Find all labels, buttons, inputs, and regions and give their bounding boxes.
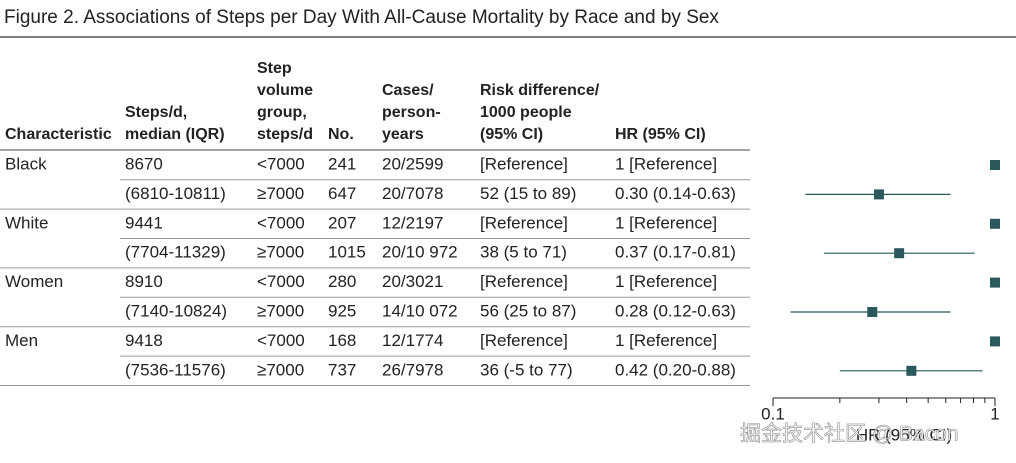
cell-no: 1015 bbox=[328, 243, 366, 262]
hr-marker bbox=[990, 218, 1000, 229]
column-header: (95% CI) bbox=[480, 126, 543, 143]
cell-risk: [Reference] bbox=[480, 154, 568, 173]
steps-iqr: (7536-11576) bbox=[125, 360, 226, 379]
cell-cases: 20/2599 bbox=[382, 154, 443, 173]
cell-no: 737 bbox=[328, 360, 356, 379]
cell-risk: 38 (5 to 71) bbox=[480, 243, 567, 262]
column-header: Characteristic bbox=[5, 126, 112, 143]
cell-risk: 52 (15 to 89) bbox=[480, 184, 576, 203]
steps-median: 8670 bbox=[125, 154, 163, 173]
column-header: No. bbox=[328, 126, 354, 143]
cell-group: ≥7000 bbox=[257, 301, 304, 320]
characteristic: White bbox=[5, 213, 48, 232]
cell-cases: 20/7078 bbox=[382, 184, 443, 203]
watermark: 掘金技术社区 @ Bacon bbox=[740, 423, 959, 446]
cell-hr: 0.28 (0.12-0.63) bbox=[615, 301, 736, 320]
hr-marker bbox=[990, 336, 1000, 347]
cell-cases: 26/7978 bbox=[382, 360, 443, 379]
cell-hr: 1 [Reference] bbox=[615, 272, 717, 291]
column-header: group, bbox=[257, 104, 307, 121]
cell-group: ≥7000 bbox=[257, 184, 304, 203]
column-header: steps/d bbox=[257, 126, 313, 143]
column-header: years bbox=[382, 126, 424, 143]
cell-risk: [Reference] bbox=[480, 331, 568, 350]
cell-group: <7000 bbox=[257, 213, 305, 232]
cell-hr: 0.37 (0.17-0.81) bbox=[615, 243, 736, 262]
steps-iqr: (6810-10811) bbox=[125, 184, 226, 203]
cell-cases: 12/1774 bbox=[382, 331, 443, 350]
cell-no: 168 bbox=[328, 331, 356, 350]
cell-group: <7000 bbox=[257, 154, 305, 173]
cell-risk: 36 (-5 to 77) bbox=[480, 360, 573, 379]
cell-hr: 1 [Reference] bbox=[615, 154, 717, 173]
cell-hr: 1 [Reference] bbox=[615, 213, 717, 232]
cell-group: <7000 bbox=[257, 272, 305, 291]
column-header: person- bbox=[382, 104, 441, 121]
column-header: Risk difference/ bbox=[480, 82, 600, 99]
steps-median: 8910 bbox=[125, 272, 163, 291]
column-header: 1000 people bbox=[480, 104, 572, 121]
column-header: median (IQR) bbox=[125, 126, 225, 143]
column-header: volume bbox=[257, 82, 313, 99]
x-tick-label: 0.1 bbox=[761, 404, 785, 423]
column-header: HR (95% CI) bbox=[615, 126, 706, 143]
cell-group: <7000 bbox=[257, 331, 305, 350]
steps-median: 9418 bbox=[125, 331, 163, 350]
cell-cases: 12/2197 bbox=[382, 213, 443, 232]
hr-marker bbox=[867, 307, 878, 317]
cell-risk: [Reference] bbox=[480, 272, 568, 291]
column-header: Step bbox=[257, 60, 292, 77]
cell-hr: 0.42 (0.20-0.88) bbox=[615, 360, 736, 379]
characteristic: Men bbox=[5, 331, 38, 350]
steps-median: 9441 bbox=[125, 213, 163, 232]
characteristic: Women bbox=[5, 272, 63, 291]
cell-no: 241 bbox=[328, 154, 356, 173]
column-header: Cases/ bbox=[382, 82, 434, 99]
cell-no: 280 bbox=[328, 272, 356, 291]
column-header: Steps/d, bbox=[125, 104, 187, 121]
hr-marker bbox=[894, 248, 905, 259]
cell-cases: 14/10 072 bbox=[382, 301, 458, 320]
x-tick-label: 1 bbox=[990, 404, 999, 423]
cell-hr: 1 [Reference] bbox=[615, 331, 717, 350]
cell-no: 647 bbox=[328, 184, 356, 203]
hr-marker bbox=[906, 365, 917, 376]
cell-hr: 0.30 (0.14-0.63) bbox=[615, 184, 736, 203]
cell-cases: 20/10 972 bbox=[382, 243, 458, 262]
cell-no: 925 bbox=[328, 301, 356, 320]
cell-cases: 20/3021 bbox=[382, 272, 443, 291]
hr-marker bbox=[990, 160, 1000, 170]
hr-marker bbox=[990, 277, 1000, 288]
cell-group: ≥7000 bbox=[257, 243, 304, 262]
cell-risk: [Reference] bbox=[480, 213, 568, 232]
cell-risk: 56 (25 to 87) bbox=[480, 301, 576, 320]
characteristic: Black bbox=[5, 154, 47, 173]
steps-iqr: (7704-11329) bbox=[125, 243, 226, 262]
hr-marker bbox=[873, 189, 884, 200]
cell-group: ≥7000 bbox=[257, 360, 304, 379]
x-axis-label: HR (95% CI) bbox=[856, 425, 952, 444]
cell-no: 207 bbox=[328, 213, 356, 232]
steps-iqr: (7140-10824) bbox=[125, 301, 227, 320]
figure-title: Figure 2. Associations of Steps per Day … bbox=[4, 7, 719, 28]
